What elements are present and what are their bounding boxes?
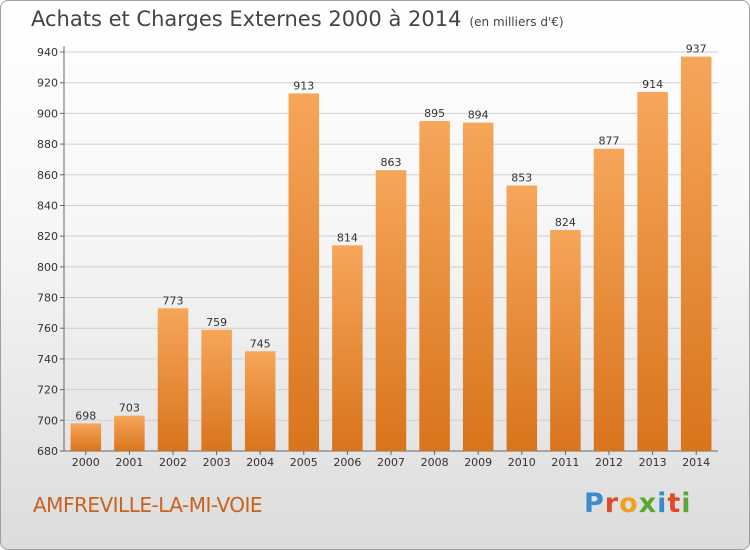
proxiti-logo[interactable]: Proxiti — [584, 488, 692, 519]
chart-title: Achats et Charges Externes 2000 à 2014 (e… — [31, 7, 564, 31]
x-tick-label: 2009 — [464, 456, 492, 469]
x-tick-label: 2014 — [682, 456, 710, 469]
value-label: 824 — [555, 216, 576, 229]
logo-letter: r — [604, 488, 620, 519]
chart-subtitle: (en milliers d'€) — [469, 15, 564, 29]
x-tick-label: 2010 — [508, 456, 536, 469]
bar-2008 — [419, 121, 450, 452]
y-tick-label: 940 — [37, 46, 58, 59]
value-label: 773 — [163, 294, 184, 307]
y-tick-label: 720 — [37, 384, 58, 397]
logo-letter: i — [657, 488, 668, 519]
y-tick-label: 780 — [37, 292, 58, 305]
x-tick-label: 2011 — [551, 456, 579, 469]
bars — [70, 56, 712, 452]
y-tick-label: 860 — [37, 169, 58, 182]
x-tick-label: 2013 — [639, 456, 667, 469]
bar-2010 — [506, 185, 538, 451]
value-labels: 698 703 773 759 745 913 814 863 895 894 853 824 877 9… — [75, 43, 706, 423]
x-tick-label: 2007 — [377, 456, 405, 469]
y-tick-label: 900 — [37, 107, 58, 120]
value-label: 914 — [642, 78, 663, 91]
logo-letter: i — [681, 488, 692, 519]
bar-2000 — [70, 423, 102, 451]
bar-2006 — [332, 245, 363, 451]
value-label: 759 — [206, 316, 227, 329]
value-label: 894 — [468, 109, 489, 122]
city-name: AMFREVILLE-LA-MI-VOIE — [33, 493, 263, 517]
value-label: 853 — [511, 172, 532, 185]
value-label: 703 — [119, 402, 140, 415]
logo-letter: x — [638, 488, 658, 519]
bar-2002 — [157, 308, 189, 451]
value-label: 877 — [599, 135, 620, 148]
bar-2009 — [462, 122, 494, 451]
value-label: 814 — [337, 231, 358, 244]
x-tick-labels: 2000 2001 2002 2003 2004 2005 2006 2007 2008 2009… — [72, 451, 710, 469]
y-tick-label: 680 — [37, 445, 58, 458]
x-tick-label: 2001 — [115, 456, 143, 469]
x-tick-label: 2008 — [421, 456, 449, 469]
bar-2005 — [288, 93, 320, 451]
y-tick-label: 920 — [37, 77, 58, 90]
value-label: 863 — [381, 156, 402, 169]
chart-title-text: Achats et Charges Externes 2000 à 2014 — [31, 7, 462, 31]
x-tick-label: 2012 — [595, 456, 623, 469]
bar-2011 — [550, 230, 581, 451]
x-tick-label: 2003 — [203, 456, 231, 469]
value-label: 937 — [686, 43, 707, 56]
x-tick-label: 2000 — [72, 456, 100, 469]
x-tick-label: 2006 — [333, 456, 361, 469]
value-label: 698 — [75, 409, 96, 422]
x-tick-label: 2005 — [290, 456, 318, 469]
bar-2004 — [244, 351, 276, 451]
value-label: 895 — [424, 107, 445, 120]
y-tick-label: 740 — [37, 353, 58, 366]
x-tick-label: 2002 — [159, 456, 187, 469]
y-tick-label: 880 — [37, 138, 58, 151]
bar-2013 — [637, 91, 668, 452]
bar-2001 — [114, 415, 145, 451]
bar-2003 — [201, 329, 232, 451]
bar-2007 — [375, 170, 407, 451]
y-tick-label: 760 — [37, 322, 58, 335]
x-tick-label: 2004 — [246, 456, 274, 469]
y-tick-label: 800 — [37, 261, 58, 274]
value-label: 913 — [293, 79, 314, 92]
bar-2014 — [680, 56, 712, 451]
logo-letter: t — [667, 488, 682, 519]
y-tick-label: 700 — [37, 414, 58, 427]
y-tick-label: 840 — [37, 199, 58, 212]
logo-letter: o — [619, 488, 639, 519]
logo-letter: P — [584, 488, 605, 519]
y-tick-labels: 680 700 720 740 760 780 800 820 840 860 880 900 920 9… — [37, 46, 58, 458]
value-label: 745 — [250, 337, 271, 350]
bar-2012 — [593, 148, 625, 451]
y-tick-label: 820 — [37, 230, 58, 243]
